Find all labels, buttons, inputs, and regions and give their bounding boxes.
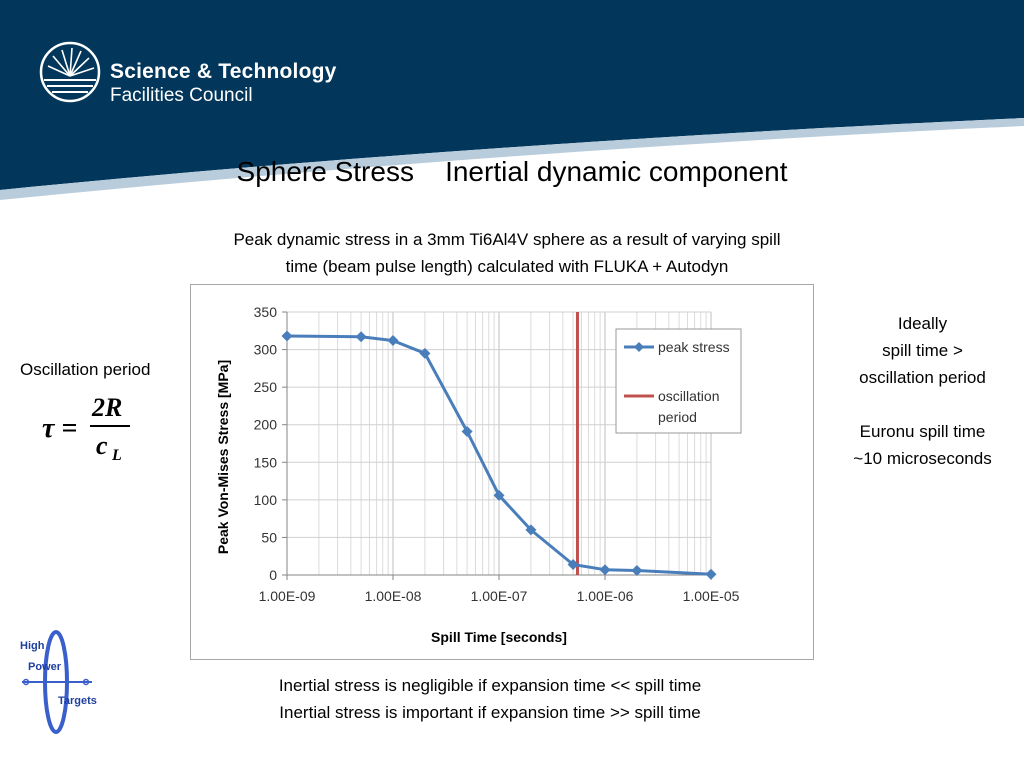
legend-oscillation-label: oscillation period [658, 388, 719, 425]
data-point [525, 524, 537, 536]
org-name: Science & Technology Facilities Council [110, 60, 337, 107]
y-tick-label: 300 [254, 342, 278, 358]
oscillation-period-label: Oscillation period [20, 360, 151, 379]
y-axis-title: Peak Von-Mises Stress [MPa] [215, 360, 231, 554]
x-tick-label: 1.00E-05 [683, 588, 740, 604]
header-background [0, 0, 1024, 190]
right-note-line: ~10 microseconds [853, 449, 992, 468]
data-point [387, 335, 399, 347]
bottom-note: Inertial stress is negligible if expansi… [200, 672, 780, 726]
legend-series-marker [634, 342, 644, 352]
org-name-line2: Facilities Council [110, 85, 253, 106]
data-point [461, 425, 473, 437]
data-point [419, 347, 431, 359]
logo-text-high: High [20, 640, 45, 652]
chart-container: 0 50 100 150 200 250 300 350 1.00E-09 1.00E-08 1.0… [190, 284, 814, 660]
y-tick-label: 0 [269, 567, 277, 583]
legend-oscillation-label-word: period [658, 409, 697, 425]
oscillation-formula: τ = 2R c L [42, 393, 130, 464]
x-tick-label: 1.00E-07 [471, 588, 528, 604]
right-note-line: spill time > [882, 341, 963, 360]
bottom-note-line: Inertial stress is negligible if expansi… [278, 676, 702, 695]
logo-text-targets: Targets [58, 695, 97, 707]
data-layer [281, 312, 717, 580]
axes-layer: 0 50 100 150 200 250 300 350 1.00E-09 1.00E-08 1.0… [254, 304, 740, 604]
subtitle-line: time (beam pulse length) calculated with… [285, 257, 729, 276]
data-point [355, 331, 367, 343]
grid-layer [286, 311, 712, 576]
right-note-line: Ideally [897, 314, 948, 333]
right-note-spacer [830, 391, 1015, 418]
y-tick-label: 100 [254, 492, 278, 508]
header-banner [0, 0, 1024, 200]
right-note-line: Euronu spill time [859, 422, 986, 441]
y-tick-label: 350 [254, 304, 278, 320]
x-tick-label: 1.00E-08 [365, 588, 422, 604]
formula-denominator: c [96, 431, 108, 460]
formula-numerator: 2R [91, 393, 122, 422]
slide-title: Sphere Stress Inertial dynamic component [236, 156, 788, 187]
x-axis-title: Spill Time [seconds] [431, 629, 567, 645]
right-note: Ideally spill time > oscillation period … [830, 310, 1015, 472]
data-point [493, 489, 505, 501]
data-point [281, 330, 293, 342]
data-point [705, 568, 717, 580]
stress-chart: 0 50 100 150 200 250 300 350 1.00E-09 1.00E-08 1.0… [215, 304, 742, 645]
chart-legend: peak stress oscillation period [615, 328, 742, 434]
right-note-line: oscillation period [859, 368, 986, 387]
x-tick-label: 1.00E-06 [577, 588, 634, 604]
high-power-targets-logo: High Power Targets [20, 630, 97, 734]
formula-denominator-subscript: L [111, 447, 122, 464]
logo-text-power: Power [28, 661, 62, 673]
subtitle-line: Peak dynamic stress in a 3mm Ti6Al4V sph… [233, 230, 781, 249]
data-point [567, 558, 579, 570]
legend-series-label: peak stress [658, 339, 730, 355]
data-point [631, 564, 643, 576]
slide-subtitle: Peak dynamic stress in a 3mm Ti6Al4V sph… [150, 226, 864, 280]
y-tick-label: 50 [261, 529, 277, 545]
org-name-line1: Science & Technology [110, 60, 337, 83]
stfc-logo-icon [39, 41, 101, 103]
data-point [599, 564, 611, 576]
bottom-note-line: Inertial stress is important if expansio… [279, 703, 701, 722]
formula-lhs: τ = [42, 413, 77, 444]
header-curve [0, 118, 1024, 200]
y-tick-label: 250 [254, 379, 278, 395]
x-tick-label: 1.00E-09 [259, 588, 316, 604]
y-tick-label: 150 [254, 454, 278, 470]
y-tick-label: 200 [254, 417, 278, 433]
legend-oscillation-label-word: oscillation [658, 388, 719, 404]
